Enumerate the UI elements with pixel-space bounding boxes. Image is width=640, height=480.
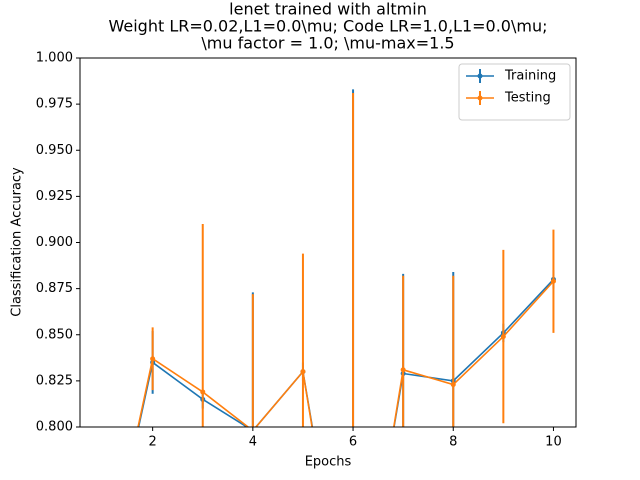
axes-frame — [79, 57, 577, 428]
x-tick-label: 10 — [545, 435, 562, 450]
y-tick-label: 0.825 — [36, 373, 73, 388]
y-axis-label: Classification Accuracy — [10, 167, 25, 317]
y-tick-label: 0.925 — [36, 189, 73, 204]
x-tick-label: 6 — [349, 435, 357, 450]
legend-label: Training — [504, 69, 556, 84]
point — [450, 382, 456, 388]
point — [200, 389, 206, 395]
point — [150, 356, 156, 362]
series-line — [137, 280, 555, 427]
y-tick-label: 0.800 — [36, 420, 73, 435]
x-tick-label: 2 — [149, 435, 157, 450]
y-tick-label: 0.975 — [36, 97, 73, 112]
legend: Training Testing — [458, 63, 571, 121]
y-tick-label: 0.850 — [36, 327, 73, 342]
point — [400, 367, 406, 373]
chart-title: \mu factor = 1.0; \mu-max=1.5 — [201, 34, 454, 53]
point — [500, 334, 506, 340]
legend-box — [458, 63, 571, 121]
chart-title: lenet trained with altmin — [229, 0, 427, 19]
x-tick-label: 4 — [249, 435, 257, 450]
plot-area — [137, 89, 556, 427]
y-tick-label: 1.000 — [36, 51, 73, 66]
legend-label: Testing — [504, 91, 551, 106]
y-tick-label: 0.875 — [36, 281, 73, 296]
y-tick-label: 0.950 — [36, 143, 73, 158]
point — [550, 278, 556, 284]
chart-title: Weight LR=0.02,L1=0.0\mu; Code LR=1.0,L1… — [109, 17, 548, 36]
series-line — [137, 278, 555, 427]
legend-marker — [477, 73, 483, 79]
point — [300, 369, 306, 375]
legend-marker — [477, 95, 483, 101]
x-tick-label: 8 — [449, 435, 457, 450]
x-axis-label: Epochs — [305, 455, 352, 470]
y-tick-label: 0.900 — [36, 235, 73, 250]
axes: 2 4 6 8 10 0.800 0.825 0.850 0.875 0.900 0.925 0.95… — [36, 51, 562, 450]
